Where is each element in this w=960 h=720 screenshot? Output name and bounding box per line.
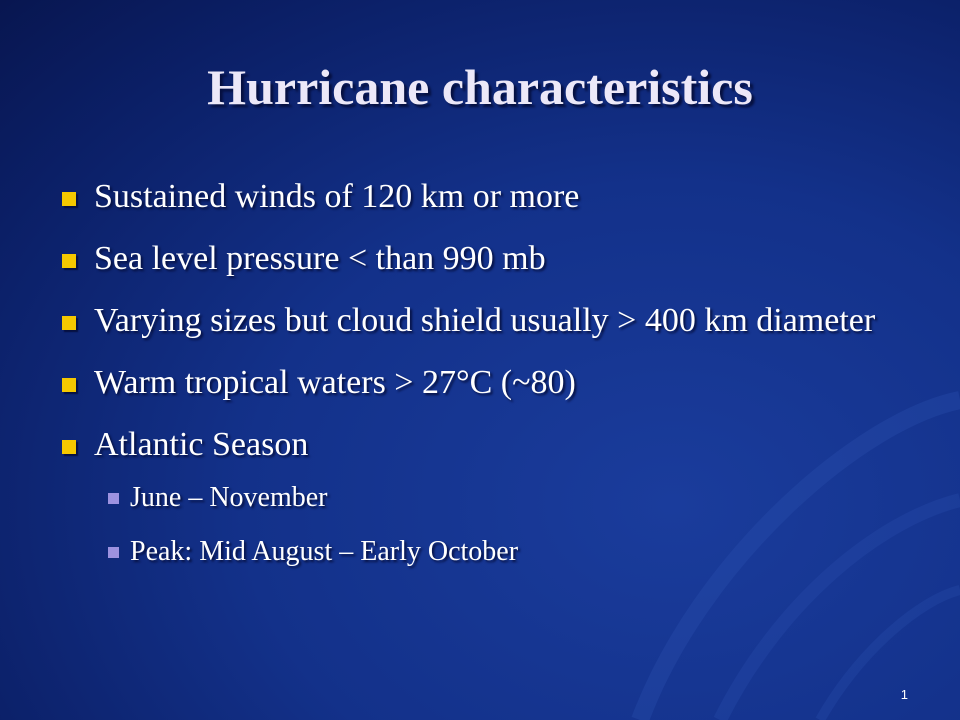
bullet-text: Varying sizes but cloud shield usually >…	[94, 302, 876, 339]
bullet-text: Sea level pressure < than 990 mb	[94, 240, 546, 277]
bullet: Varying sizes but cloud shield usually >…	[60, 302, 900, 340]
title: Hurricane characteristics	[207, 59, 753, 115]
sub-bullet: June – November	[106, 482, 900, 514]
bullet-list: Sustained winds of 120 km or more Sea lev…	[60, 178, 900, 592]
sub-bullet: Peak: Mid August – Early October	[106, 536, 900, 568]
bullet: Sustained winds of 120 km or more	[60, 178, 900, 216]
bullet-text: Atlantic Season	[94, 426, 309, 463]
bullet: Sea level pressure < than 990 mb	[60, 240, 900, 278]
bullet-text: Sustained winds of 120 km or more	[94, 178, 580, 215]
page-number: 1	[900, 687, 908, 702]
bullet-text: Warm tropical waters > 27°C (~80)	[94, 364, 576, 401]
bullet: Warm tropical waters > 27°C (~80)	[60, 364, 900, 402]
bullet: Atlantic Season June – November Peak: Mid …	[60, 426, 900, 568]
sub-list: June – November Peak: Mid August – Early …	[106, 482, 900, 568]
